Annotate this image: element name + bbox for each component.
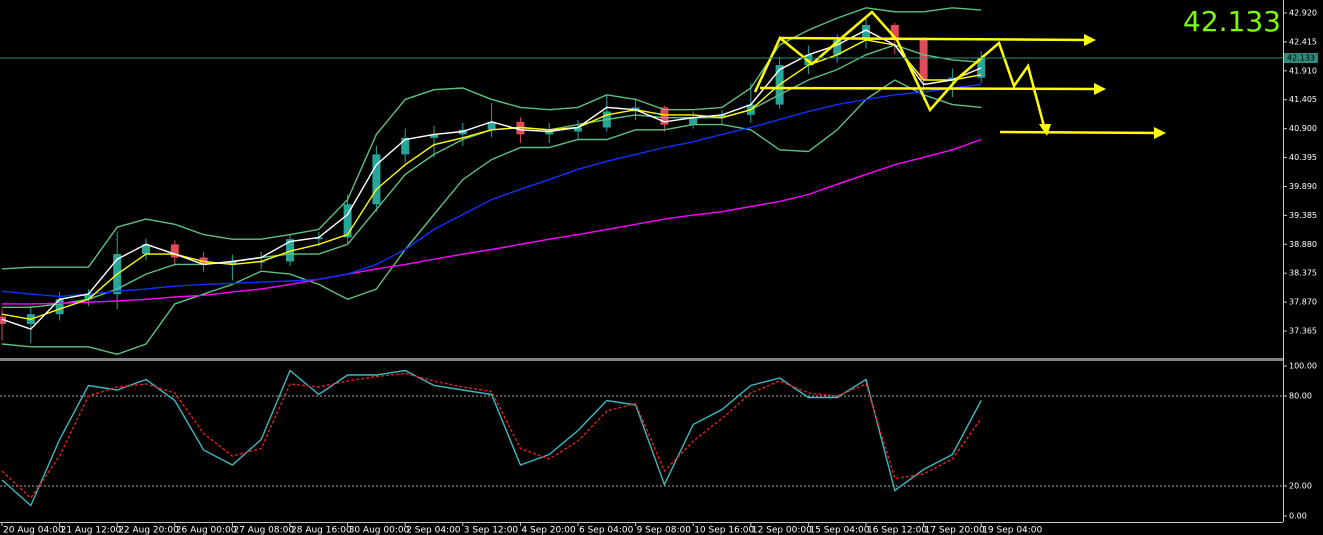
candle-body xyxy=(689,117,698,125)
y-tick-label: 41.910 xyxy=(1289,66,1317,75)
series-line xyxy=(2,138,982,305)
x-tick-label: 28 Aug 16:00 xyxy=(291,526,352,535)
x-tick-label: 19 Sep 04:00 xyxy=(982,526,1042,535)
arrow-head xyxy=(1094,83,1106,95)
y-tick-label: 80.00 xyxy=(1289,392,1312,401)
x-tick-label: 3 Sep 12:00 xyxy=(464,526,519,535)
y-tick-label: 42.920 xyxy=(1289,8,1317,17)
candle-body xyxy=(487,121,496,130)
y-tick-label: 42.415 xyxy=(1289,37,1317,46)
candle-body xyxy=(372,154,381,205)
x-tick-label: 17 Sep 20:00 xyxy=(925,526,985,535)
series-line xyxy=(1,7,982,270)
y-tick-label: 39.890 xyxy=(1289,182,1317,191)
plot-layer xyxy=(0,7,1283,507)
x-tick-label: 16 Sep 12:00 xyxy=(867,526,927,535)
arrow-head xyxy=(1039,124,1051,136)
candle-body xyxy=(718,114,726,118)
y-tick-label: 37.870 xyxy=(1289,298,1317,307)
y-tick-label: 39.385 xyxy=(1289,211,1317,220)
candle-body xyxy=(55,299,64,315)
candle-body xyxy=(545,131,554,135)
y-tick-label: 38.375 xyxy=(1289,269,1317,278)
candle-body xyxy=(228,261,237,265)
arrow-head xyxy=(1084,34,1096,46)
series-line xyxy=(1,369,982,507)
candle-body xyxy=(919,39,928,80)
candle-body xyxy=(660,107,669,125)
resistance-arrow xyxy=(779,36,1089,42)
candle-body xyxy=(84,294,93,300)
x-tick-label: 10 Sep 16:00 xyxy=(694,526,754,535)
current-price-label: 42.133 xyxy=(1287,54,1315,63)
series-line xyxy=(1,372,982,500)
current-price-display: 42.133 xyxy=(1183,5,1281,38)
x-tick-label: 27 Aug 08:00 xyxy=(233,526,294,535)
y-tick-label: 20.00 xyxy=(1289,482,1312,491)
x-tick-label: 12 Sep 00:00 xyxy=(752,526,812,535)
candle-body xyxy=(314,237,323,240)
x-tick-label: 22 Aug 20:00 xyxy=(118,526,179,535)
y-tick-label: 100.00 xyxy=(1289,362,1317,371)
support-arrow xyxy=(759,86,1099,91)
y-tick-label: 38.880 xyxy=(1289,240,1317,249)
series-line xyxy=(1,39,982,321)
series-line xyxy=(1,29,982,330)
x-tick-label: 9 Sep 08:00 xyxy=(637,526,692,535)
candle-body xyxy=(401,137,410,155)
candle-body xyxy=(833,39,842,55)
x-tick-label: 30 Aug 00:00 xyxy=(349,526,410,535)
candle-body xyxy=(574,127,582,132)
x-tick-label: 2 Sep 04:00 xyxy=(406,526,461,535)
current-price-tag xyxy=(1284,53,1318,64)
target-arrow xyxy=(999,130,1159,135)
candle-body xyxy=(286,239,294,262)
candle-body xyxy=(890,24,899,40)
candle-body xyxy=(170,244,179,258)
arrow-heads xyxy=(1039,34,1166,139)
y-tick-label: 40.900 xyxy=(1289,124,1317,133)
x-tick-label: 21 Aug 12:00 xyxy=(61,526,122,535)
y-tick-label: 0.00 xyxy=(1289,512,1307,521)
x-tick-label: 15 Sep 04:00 xyxy=(809,526,869,535)
y-tick-label: 41.405 xyxy=(1289,95,1317,104)
arrow-head xyxy=(1154,127,1166,139)
drawings xyxy=(753,10,1159,135)
y-tick-label: 40.395 xyxy=(1289,153,1317,162)
candle-body xyxy=(948,77,957,80)
zigzag-projection xyxy=(753,10,1047,131)
series-line xyxy=(1,83,982,298)
candle-body xyxy=(430,134,438,138)
x-tick-label: 20 Aug 04:00 xyxy=(3,526,64,535)
series-line xyxy=(1,79,982,356)
x-tick-label: 26 Aug 00:00 xyxy=(176,526,237,535)
candle-body xyxy=(142,244,150,255)
y-tick-label: 37.365 xyxy=(1289,327,1317,336)
candle-body xyxy=(343,204,352,238)
x-tick-label: 6 Sep 04:00 xyxy=(579,526,634,535)
candle-body xyxy=(862,24,870,40)
x-tick-label: 4 Sep 20:00 xyxy=(521,526,576,535)
